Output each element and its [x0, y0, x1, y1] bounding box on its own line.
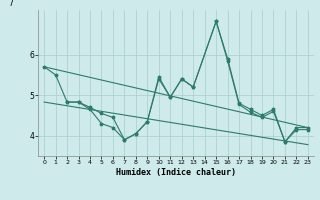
Text: 7: 7 — [8, 0, 13, 8]
X-axis label: Humidex (Indice chaleur): Humidex (Indice chaleur) — [116, 168, 236, 177]
